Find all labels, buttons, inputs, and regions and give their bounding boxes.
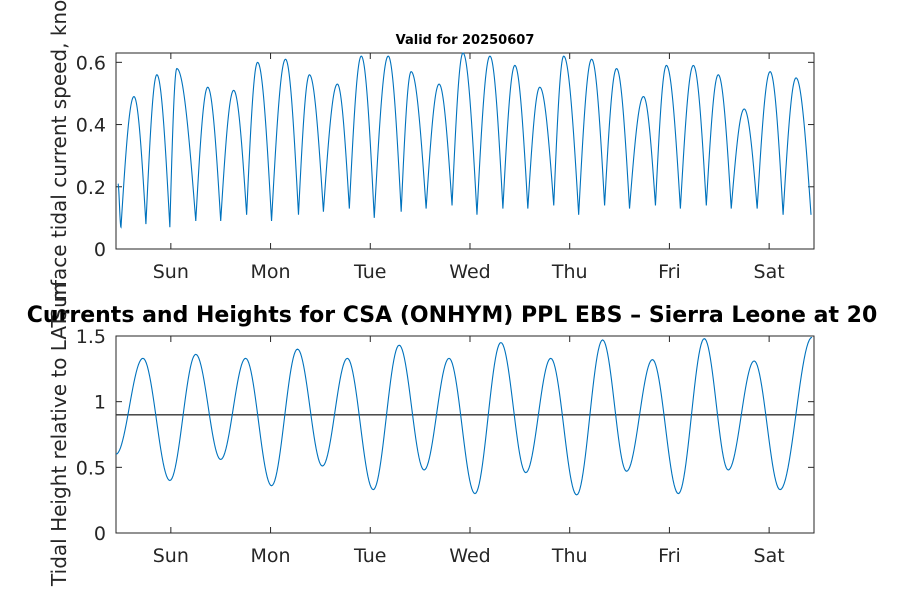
y-tick-label: 0 [94, 523, 106, 545]
y-axis-label-2: Tidal Height relative to LAT, m [47, 283, 71, 587]
y-tick-label: 0 [94, 239, 106, 261]
chart-title-1: Valid for 20250607 [396, 33, 535, 48]
y-tick-label: 0.4 [76, 115, 106, 137]
x-tick-label: Mon [251, 545, 291, 567]
x-tick-label: Fri [658, 261, 681, 283]
chart-panel-1: 0 0.2 0.4 0.6 Sun Mon Tue Wed Thu Fri Sat Valid for… [47, 0, 815, 321]
x-tick-label: Sun [153, 545, 189, 567]
x-tick-label: Wed [449, 545, 490, 567]
y-tick-label: 0.5 [76, 457, 106, 479]
x-tick-label: Sat [754, 261, 785, 283]
x-tick-label: Tue [353, 545, 386, 567]
y-axis-label-1: Surface tidal current speed, knots [47, 0, 71, 321]
plot-area-2 [115, 335, 815, 534]
y-tick-label: 1.5 [76, 326, 106, 348]
x-tick-label: Fri [658, 545, 681, 567]
x-tick-label: Wed [449, 261, 490, 283]
y-tick-label: 0.2 [76, 177, 106, 199]
y-tick-label: 0.6 [76, 52, 106, 74]
series-line-1-1 [117, 52, 812, 229]
x-tick-label: Tue [353, 261, 386, 283]
x-tick-label: Thu [551, 545, 588, 567]
x-tick-label: Thu [551, 261, 588, 283]
y-tick-label: 1 [94, 392, 106, 414]
series-line-2-1 [115, 336, 813, 496]
chart-title-2: Currents and Heights for CSA (ONHYM) PPL… [27, 303, 878, 328]
x-tick-label: Sun [153, 261, 189, 283]
x-tick-label: Mon [251, 261, 291, 283]
chart-panel-2: 0 0.5 1 1.5 Sun Mon Tue Wed Thu Fri Sat Currents an… [27, 283, 878, 587]
x-tick-label: Sat [754, 545, 785, 567]
